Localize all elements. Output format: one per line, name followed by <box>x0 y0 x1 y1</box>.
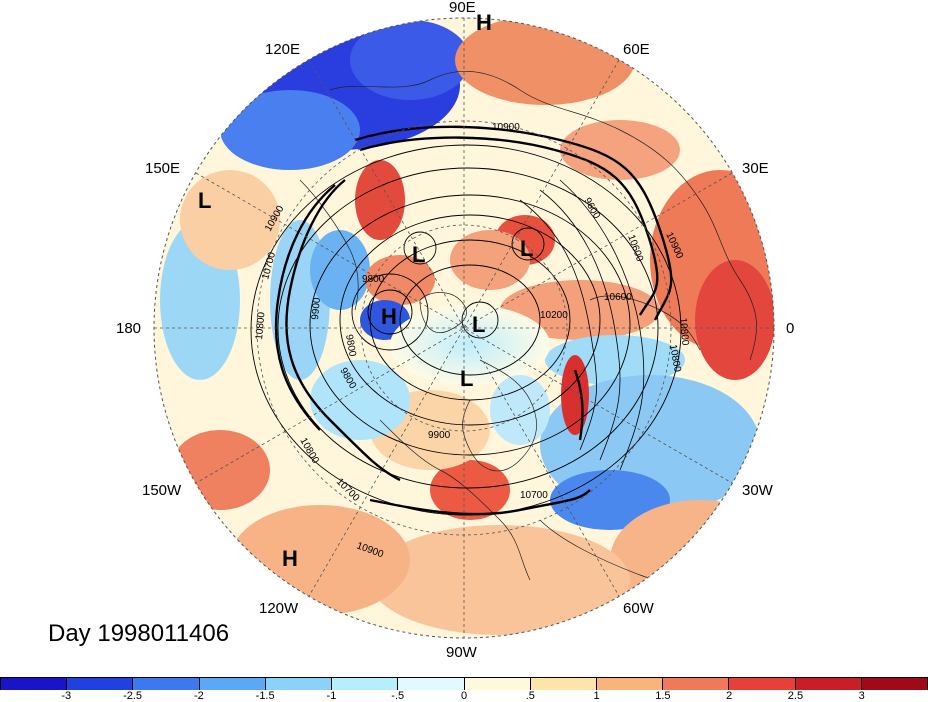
longitude-label: 150E <box>145 160 181 177</box>
colorbar-cell <box>861 678 928 690</box>
contour-label: 9900 <box>428 430 451 441</box>
colorbar-cell <box>265 678 333 690</box>
colorbar-cell <box>795 678 862 690</box>
colorbar-tick-label: -2 <box>193 690 204 702</box>
contour-label: 10200 <box>540 310 568 321</box>
low-pressure-marker: L <box>520 236 533 261</box>
colorbar-tick-label: 1.5 <box>655 690 671 702</box>
colorbar-cell <box>133 678 200 690</box>
colorbar-cell <box>332 678 399 690</box>
longitude-label: 120W <box>259 600 299 617</box>
day-label: Day 1998011406 <box>48 620 230 647</box>
colorbar-cell <box>663 678 730 690</box>
colorbar-tick-label: 3 <box>858 690 865 702</box>
colorbar-tick-label: 0 <box>460 690 468 702</box>
colorbar-tick-label: 1 <box>593 690 600 702</box>
contour-label: 9800 <box>343 334 358 358</box>
longitude-label: 60W <box>623 600 654 617</box>
low-pressure-marker: L <box>460 366 473 391</box>
colorbar-cell <box>398 678 465 690</box>
contour-label: 9800 <box>362 274 385 285</box>
colorbar-tick-label: -2.5 <box>123 690 143 702</box>
colorbar-cell <box>464 678 531 690</box>
longitude-label: 30W <box>742 482 773 499</box>
colorbar <box>0 677 928 690</box>
contour-label: 10900 <box>492 122 520 133</box>
low-pressure-marker: L <box>198 188 211 213</box>
low-pressure-marker: L <box>472 312 485 337</box>
pressure-systems: H L L L H L L H <box>198 10 533 571</box>
graticule <box>154 18 774 638</box>
colorbar-cell <box>67 678 134 690</box>
colorbar-tick-label: 2 <box>726 690 733 702</box>
colorbar-cell <box>596 678 664 690</box>
colorbar-tick-label: -1.5 <box>255 690 275 702</box>
longitude-label: 60E <box>623 41 650 58</box>
longitude-label: 0 <box>786 320 795 337</box>
colorbar-tick-label: -3 <box>61 690 72 702</box>
longitude-label: 120E <box>265 41 301 58</box>
anomaly-field <box>154 18 774 638</box>
contour-label: 10800 <box>677 317 690 346</box>
colorbar-tick-label: 2.5 <box>787 690 804 702</box>
high-pressure-marker: H <box>476 10 492 35</box>
contour-label: 10800 <box>667 344 683 374</box>
longitude-label: 180 <box>116 320 142 337</box>
colorbar-tick-label: .5 <box>525 690 535 702</box>
longitude-label: 90W <box>446 644 477 661</box>
coastlines <box>299 70 757 601</box>
contour-label: 9900 <box>310 297 323 321</box>
high-pressure-marker: H <box>282 546 298 571</box>
high-pressure-marker: H <box>381 304 397 329</box>
jet-contours <box>274 125 673 516</box>
longitude-label: 90E <box>449 0 476 16</box>
longitude-label: 150W <box>142 482 182 499</box>
contour-label: 10700 <box>520 490 548 501</box>
colorbar-tick-label: -.5 <box>391 690 405 702</box>
low-pressure-marker: L <box>412 242 425 267</box>
contour-label: 10600 <box>604 292 632 303</box>
colorbar-tick-label: -1 <box>326 690 337 702</box>
colorbar-cell <box>530 678 597 690</box>
map-boundary <box>153 17 775 639</box>
colorbar-cell <box>729 678 796 690</box>
colorbar-cell <box>0 678 68 690</box>
longitude-label: 30E <box>742 160 769 177</box>
colorbar-cell <box>199 678 266 690</box>
contour-label: 10800 <box>254 311 267 340</box>
